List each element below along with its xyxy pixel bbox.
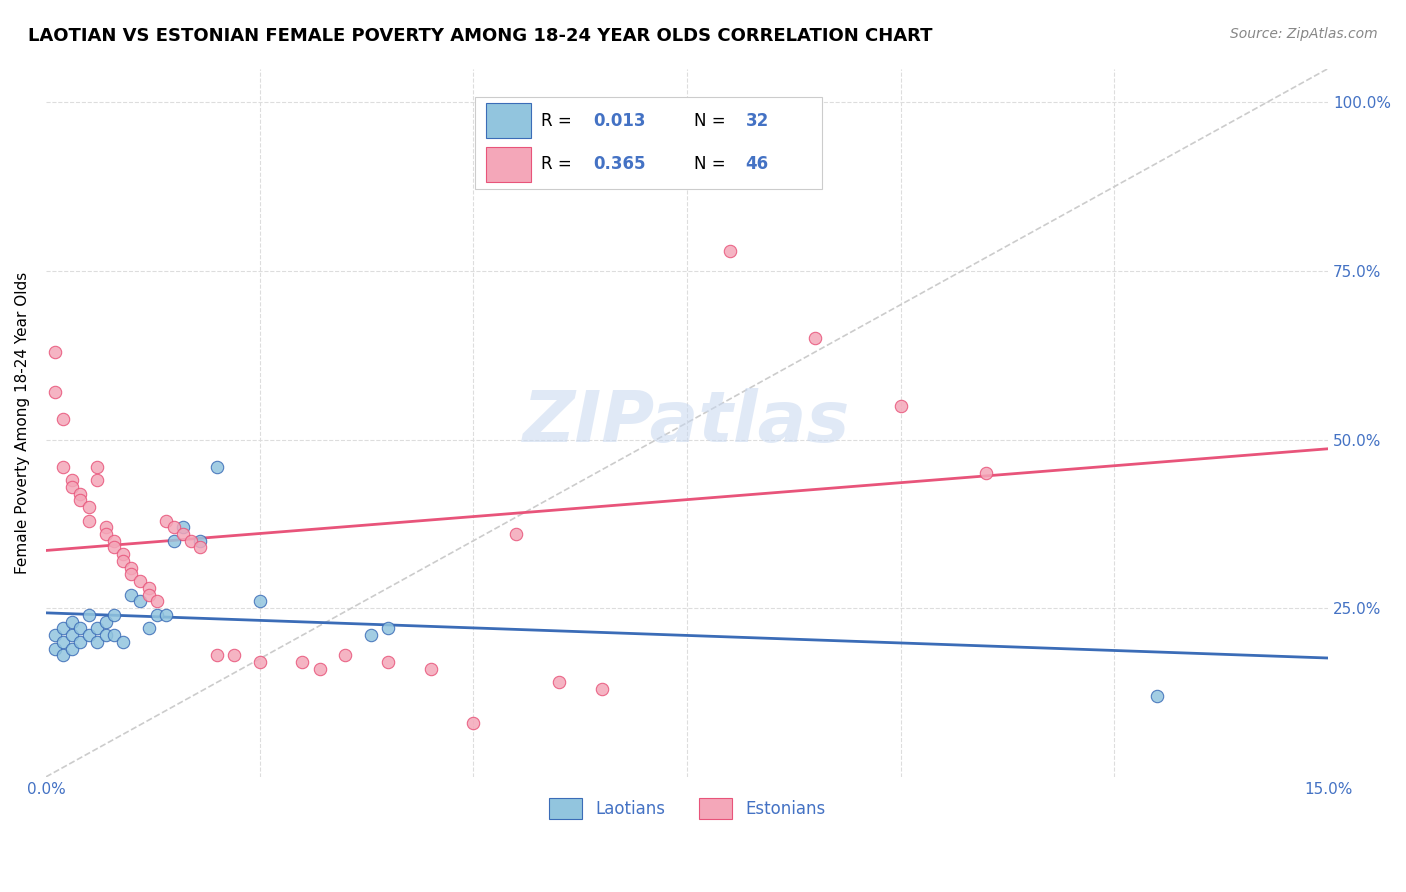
Point bbox=[86, 473, 108, 487]
Point bbox=[52, 635, 75, 649]
Point bbox=[505, 527, 527, 541]
Point bbox=[172, 527, 194, 541]
Point bbox=[163, 520, 186, 534]
Point bbox=[120, 567, 142, 582]
Point bbox=[111, 554, 134, 568]
Point bbox=[52, 412, 75, 426]
Point bbox=[44, 628, 66, 642]
Point bbox=[377, 622, 399, 636]
Point bbox=[94, 527, 117, 541]
Point bbox=[308, 662, 330, 676]
Point bbox=[1146, 689, 1168, 703]
Point bbox=[52, 622, 75, 636]
Point bbox=[86, 635, 108, 649]
Point bbox=[52, 459, 75, 474]
Point bbox=[77, 500, 100, 514]
Point bbox=[205, 648, 228, 663]
Point bbox=[77, 514, 100, 528]
Point bbox=[291, 655, 314, 669]
Point bbox=[890, 399, 912, 413]
Point bbox=[419, 662, 441, 676]
Point bbox=[120, 560, 142, 574]
Legend: Laotians, Estonians: Laotians, Estonians bbox=[541, 791, 832, 825]
Point bbox=[804, 331, 827, 345]
Point bbox=[77, 607, 100, 622]
Point bbox=[129, 574, 152, 589]
Point bbox=[60, 480, 83, 494]
Point bbox=[103, 607, 125, 622]
Point bbox=[120, 588, 142, 602]
Point bbox=[249, 594, 271, 608]
Point bbox=[333, 648, 356, 663]
Point bbox=[77, 628, 100, 642]
Point bbox=[60, 473, 83, 487]
Point bbox=[360, 628, 382, 642]
Point bbox=[52, 648, 75, 663]
Point bbox=[180, 533, 202, 548]
Point bbox=[129, 594, 152, 608]
Point bbox=[86, 459, 108, 474]
Point bbox=[69, 635, 91, 649]
Point bbox=[155, 607, 177, 622]
Point bbox=[103, 628, 125, 642]
Point bbox=[111, 635, 134, 649]
Point bbox=[103, 533, 125, 548]
Point bbox=[205, 459, 228, 474]
Point bbox=[974, 467, 997, 481]
Point bbox=[103, 541, 125, 555]
Point bbox=[377, 655, 399, 669]
Point bbox=[591, 682, 613, 697]
Point bbox=[633, 128, 655, 143]
Point bbox=[69, 486, 91, 500]
Point bbox=[249, 655, 271, 669]
Point bbox=[138, 588, 160, 602]
Point bbox=[69, 622, 91, 636]
Point bbox=[163, 533, 186, 548]
Point bbox=[188, 541, 211, 555]
Point bbox=[44, 344, 66, 359]
Point bbox=[94, 520, 117, 534]
Point bbox=[60, 628, 83, 642]
Text: Source: ZipAtlas.com: Source: ZipAtlas.com bbox=[1230, 27, 1378, 41]
Point bbox=[44, 385, 66, 400]
Point bbox=[60, 641, 83, 656]
Point bbox=[146, 594, 169, 608]
Point bbox=[188, 533, 211, 548]
Point bbox=[146, 607, 169, 622]
Point bbox=[155, 514, 177, 528]
Point bbox=[94, 628, 117, 642]
Point bbox=[172, 520, 194, 534]
Point bbox=[44, 641, 66, 656]
Point bbox=[69, 493, 91, 508]
Point bbox=[86, 622, 108, 636]
Point bbox=[547, 675, 569, 690]
Point bbox=[94, 615, 117, 629]
Point bbox=[138, 622, 160, 636]
Point bbox=[718, 244, 741, 258]
Text: ZIPatlas: ZIPatlas bbox=[523, 388, 851, 458]
Point bbox=[463, 715, 485, 730]
Point bbox=[222, 648, 245, 663]
Point bbox=[60, 615, 83, 629]
Point bbox=[111, 547, 134, 561]
Text: LAOTIAN VS ESTONIAN FEMALE POVERTY AMONG 18-24 YEAR OLDS CORRELATION CHART: LAOTIAN VS ESTONIAN FEMALE POVERTY AMONG… bbox=[28, 27, 932, 45]
Point bbox=[138, 581, 160, 595]
Y-axis label: Female Poverty Among 18-24 Year Olds: Female Poverty Among 18-24 Year Olds bbox=[15, 271, 30, 574]
